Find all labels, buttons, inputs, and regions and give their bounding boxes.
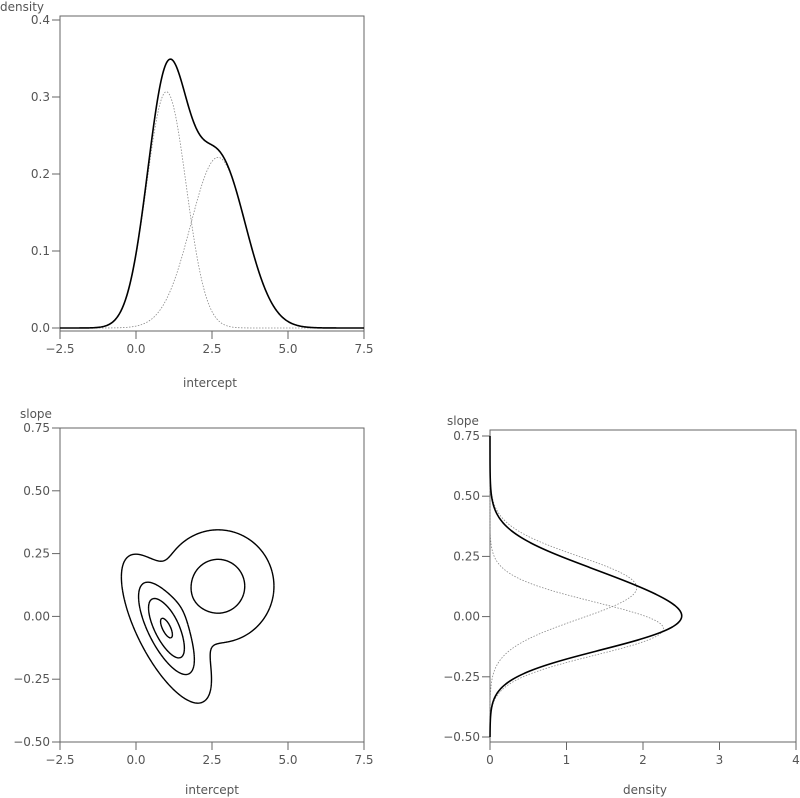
plot-frame (59, 427, 365, 743)
x-tick-label: 7.5 (354, 342, 373, 356)
y-tick-label: 0.25 (453, 549, 480, 563)
x-tick-label: 5.0 (278, 342, 297, 356)
x-tick-label: 3 (716, 753, 724, 767)
x-axis-label: intercept (185, 783, 239, 797)
contour-level-1 (120, 529, 275, 704)
component-curve-1 (489, 436, 664, 738)
y-tick-label: 0.1 (31, 244, 50, 258)
x-tick-label: 0.0 (126, 342, 145, 356)
mixture-density-curve (60, 58, 364, 329)
x-axis-label: intercept (183, 376, 237, 390)
y-tick-label: −0.50 (443, 730, 480, 744)
y-tick-label: 0.50 (23, 484, 50, 498)
y-tick-label: 0.75 (23, 421, 50, 435)
x-tick-label: 0 (486, 753, 494, 767)
x-tick-label: 1 (563, 753, 571, 767)
y-tick-label: 0.2 (31, 167, 50, 181)
contour-level-3 (147, 597, 186, 659)
x-tick-label: 5.0 (278, 753, 297, 767)
y-tick-label: 0.4 (31, 13, 50, 27)
contour-level-2 (137, 558, 246, 676)
x-tick-label: 0.0 (126, 753, 145, 767)
x-tick-label: 2.5 (202, 342, 221, 356)
component-curve-2 (60, 156, 364, 329)
y-tick-label: 0.25 (23, 547, 50, 561)
plot-frame (59, 15, 365, 332)
x-tick-label: 2.5 (202, 753, 221, 767)
y-axis-label: slope (447, 414, 479, 428)
y-tick-label: 0.0 (31, 321, 50, 335)
x-tick-label: −2.5 (45, 753, 74, 767)
y-tick-label: −0.25 (13, 672, 50, 686)
y-tick-label: 0.75 (453, 429, 480, 443)
panel-joint-contour: −2.5 0.0 2.5 5.0 7.5 −0.50 −0.25 0.00 0.25 0.50 0.… (13, 407, 373, 797)
panel-slope-density: 0 1 2 3 4 −0.50 −0.25 0.00 0.25 0.50 0.75 slope de… (443, 414, 800, 797)
x-tick-label: 7.5 (354, 753, 373, 767)
component-curve-2 (489, 436, 638, 737)
mixture-density-curve (489, 436, 683, 738)
x-tick-label: 4 (792, 753, 800, 767)
y-tick-label: 0.3 (31, 90, 50, 104)
y-tick-label: −0.50 (13, 735, 50, 749)
panel-intercept-density: −2.5 0.0 2.5 5.0 7.50.00.10.20.30.4 density … (0, 0, 374, 390)
contour-level-4 (159, 617, 174, 639)
plot-frame (489, 429, 797, 743)
y-axis-label: density (0, 0, 44, 14)
y-tick-label: 0.00 (23, 609, 50, 623)
y-axis-label: slope (20, 407, 52, 421)
x-tick-label: 2 (639, 753, 647, 767)
x-axis-label: density (623, 783, 667, 797)
component-curve-1 (60, 91, 364, 329)
y-tick-label: 0.00 (453, 610, 480, 624)
y-tick-label: −0.25 (443, 670, 480, 684)
y-tick-label: 0.50 (453, 489, 480, 503)
x-tick-label: −2.5 (45, 342, 74, 356)
